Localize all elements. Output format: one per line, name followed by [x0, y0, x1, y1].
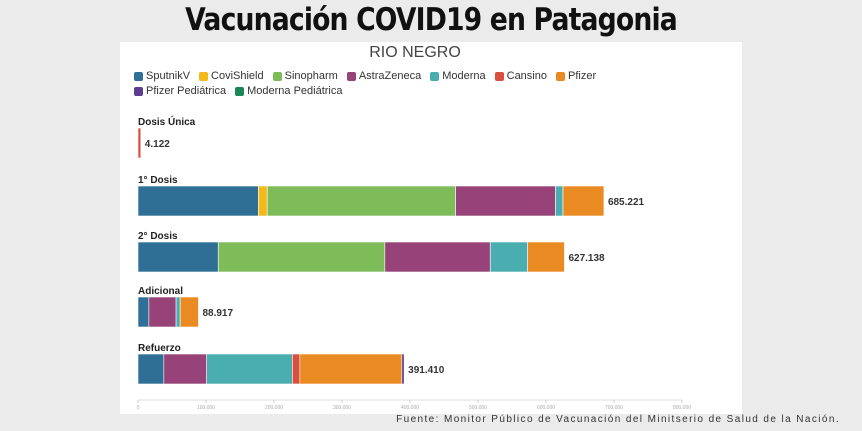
bar-segment [137, 127, 142, 159]
legend-swatch [430, 71, 440, 81]
bar-segment [179, 296, 199, 328]
legend-item: Moderna [430, 70, 486, 82]
total-label: 4.122 [145, 139, 170, 150]
legend-item: Cansino [494, 70, 547, 82]
total-label: 88.917 [202, 308, 233, 319]
legend-label: Moderna Pediátrica [247, 85, 343, 97]
bar-segment [163, 353, 207, 385]
legend-swatch [272, 71, 282, 81]
legend-swatch [134, 71, 143, 81]
legend-label: CoviShield [211, 70, 264, 82]
legend-label: Sinopharm [284, 70, 338, 82]
bar-segment [206, 353, 293, 385]
category-label: 2° Dosis [138, 231, 178, 242]
stacked-bar-chart: Dosis Única 4.122 1° Dosis 685.221 2° Dosis 6… [137, 115, 692, 411]
total-label: 391.410 [408, 365, 445, 376]
legend-swatch [346, 71, 356, 81]
legend-swatch [235, 86, 245, 96]
x-tick-label: 100,000 [197, 405, 215, 411]
legend-item: Sinopharm [272, 70, 338, 82]
bar-segment [527, 241, 565, 273]
category-label: 1° Dosis [138, 175, 178, 186]
legend-swatch [555, 71, 565, 81]
x-tick-label: 700,000 [605, 405, 623, 411]
bar-segment [258, 185, 268, 217]
category-label: Dosis Única [138, 115, 196, 128]
x-tick-label: 600,000 [537, 405, 555, 411]
x-tick-label: 800,000 [673, 405, 691, 411]
bar-segment [217, 241, 386, 273]
legend-label: Pfizer [567, 70, 597, 82]
bar-segment [137, 241, 219, 273]
legend-item: CoviShield [199, 70, 264, 82]
legend-swatch [134, 86, 143, 96]
x-tick-label: 500,000 [469, 405, 487, 411]
x-tick-label: 300,000 [333, 405, 351, 411]
legend-item: SputnikV [134, 70, 190, 82]
bar-segment [489, 241, 528, 273]
chart-panel: RIO NEGRO SputnikV CoviShield Sinopharm Ast… [120, 42, 742, 414]
bar-segment [137, 353, 165, 385]
bar-segment [384, 241, 491, 273]
total-label: 627.138 [568, 253, 605, 264]
legend-label: Cansino [506, 70, 547, 82]
legend-item: Moderna Pediátrica [235, 85, 342, 97]
legend-swatch [494, 71, 504, 81]
bar-segment [299, 353, 403, 385]
legend-item: AstraZeneca [346, 70, 422, 82]
legend-item: Pfizer [555, 70, 597, 82]
bar-segment [562, 185, 605, 217]
x-tick-label: 400,000 [401, 405, 419, 411]
bar-segment [266, 185, 456, 217]
chart-legend: SputnikV CoviShield Sinopharm AstraZeneca Mo… [134, 70, 694, 97]
legend-label: Pfizer Pediátrica [146, 85, 227, 97]
bar-segment [555, 185, 564, 217]
bar-segment [292, 353, 301, 385]
legend-label: AstraZeneca [358, 70, 422, 82]
legend-item: Pfizer Pediátrica [134, 85, 226, 97]
x-tick-label: 0 [137, 405, 140, 411]
legend-swatch [199, 71, 209, 81]
bar-segment [175, 296, 181, 328]
bar-segment [455, 185, 556, 217]
bar-segment [401, 353, 405, 385]
legend-label: SputnikV [146, 70, 191, 82]
source-footer: Fuente: Monitor Público de Vacunación de… [396, 414, 840, 425]
region-title: RIO NEGRO [369, 44, 461, 61]
bar-segment [137, 185, 259, 217]
category-label: Refuerzo [138, 343, 181, 354]
legend-label: Moderna [442, 70, 486, 82]
total-label: 685.221 [608, 197, 645, 208]
bar-segment [148, 296, 177, 328]
x-tick-label: 200,000 [265, 405, 283, 411]
bar-segment [137, 296, 150, 328]
main-title: Vacunación COVID19 en Patagonia [185, 2, 678, 38]
category-label: Adicional [138, 286, 183, 297]
